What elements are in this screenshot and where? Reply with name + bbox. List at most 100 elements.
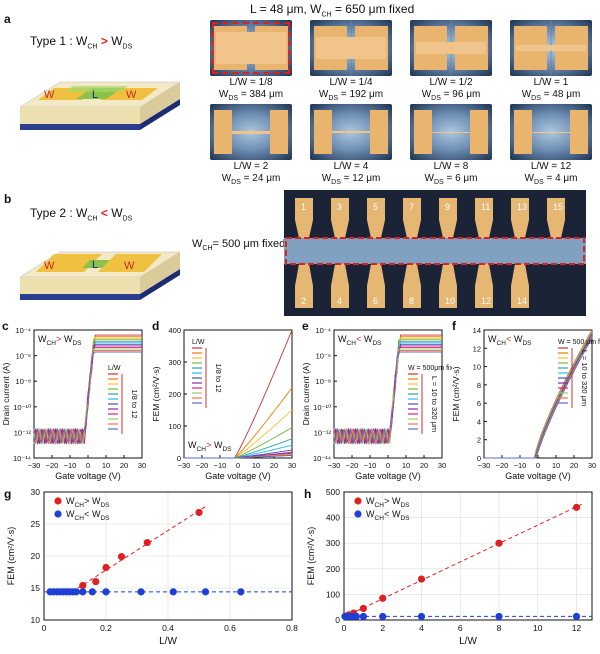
y-tick-label: 200 (168, 390, 181, 399)
data-point (137, 588, 145, 596)
x-tick-label: 12 (572, 623, 582, 633)
micrograph-caption: L/W = 1/2 WDS = 96 μm (396, 77, 506, 105)
x-tick-label: 30 (588, 461, 596, 470)
data-point (495, 612, 503, 621)
wds-prefix: W (318, 89, 329, 100)
wds-text: WDS = 48 μm (496, 89, 600, 105)
channel-strip (416, 131, 486, 133)
condition-part: DS (372, 340, 382, 347)
transfer-curve (333, 334, 442, 445)
channel-dashed-box (285, 237, 585, 265)
electrode-number-top: 7 (409, 202, 414, 212)
y-tick-label: 400 (168, 326, 181, 335)
x-tick-label: 0 (386, 461, 390, 470)
type2-sub-ds: DS (122, 215, 133, 223)
y-tick-label: 20 (31, 551, 41, 561)
legend-part: W (366, 496, 375, 506)
y-tick-label: 30 (31, 487, 41, 497)
x-tick-label: 2 (380, 623, 385, 633)
y-tick-label: 0 (335, 615, 340, 625)
y-tick-label: 10 (31, 615, 41, 625)
y-axis-label: Drain current (A) (301, 362, 311, 425)
transfer-curve (484, 334, 593, 459)
type2-sub-ch: CH (87, 215, 98, 223)
condition-part: W (338, 334, 347, 344)
legend-part: W (392, 496, 401, 506)
data-point (417, 612, 426, 621)
fit-line (77, 505, 207, 589)
micrograph-caption: L/W = 8 WDS = 6 μm (396, 161, 506, 189)
legend-part: > (384, 496, 392, 506)
electrode-number-bottom: 8 (409, 296, 414, 306)
y-tick-label: 300 (326, 538, 340, 548)
legend-part: CH (75, 502, 85, 509)
type2-text: Type 2 : W (30, 206, 88, 220)
condition-part: W (188, 440, 197, 450)
transfer-curve (33, 346, 142, 446)
data-point (572, 503, 581, 511)
type1-device-illustration: W W L (19, 81, 181, 130)
condition-part: CH (347, 340, 357, 347)
condition-part: W (364, 334, 373, 344)
type1-sub-ch: CH (87, 43, 98, 51)
data-point (572, 612, 581, 621)
y-tick-label: 10 (473, 363, 481, 372)
x-tick-label: 20 (420, 461, 428, 470)
x-tick-label: 10 (552, 461, 560, 470)
micrograph-image (310, 20, 392, 76)
channel-strip (216, 32, 286, 64)
condition-part: CH (497, 340, 507, 347)
wds-value: = 192 μm (338, 89, 384, 100)
transfer-curve (333, 346, 442, 446)
x-tick-label: −10 (64, 461, 77, 470)
device2-wds-text: W (124, 260, 135, 272)
x-tick-label: 10 (102, 461, 110, 470)
type2-w: W (111, 206, 123, 220)
wds-value: = 384 μm (238, 89, 284, 100)
electrode-number-top: 9 (445, 202, 450, 212)
x-axis-label: Gate voltage (V) (355, 471, 421, 481)
top-electrode (439, 198, 457, 238)
micrograph-caption: L/W = 12 WDS = 4 μm (496, 161, 600, 189)
device-l-text: L (92, 89, 98, 101)
panel-label-h: h (304, 487, 311, 501)
electrode-number-top: 3 (337, 202, 342, 212)
y-tick-label: 6 (477, 399, 481, 408)
y-tick-label: 15 (31, 583, 41, 593)
x-tick-label: 0 (236, 461, 240, 470)
y-axis-label: FEM (cm²/V·s) (451, 366, 461, 421)
micrograph-image (210, 20, 292, 76)
y-tick-label: 400 (326, 513, 340, 523)
y-axis-label: FEM (cm²/V·s) (6, 527, 16, 586)
plot-frame (483, 329, 593, 459)
legend-part: W (392, 509, 401, 519)
micrograph-caption: L/W = 1/8 WDS = 384 μm (196, 77, 306, 105)
data-point (379, 594, 387, 602)
x-tick-label: 20 (120, 461, 128, 470)
y-axis-label: FEM (cm²/V·s) (306, 527, 316, 586)
wds-sub: DS (531, 95, 541, 102)
x-tick-label: 10 (252, 461, 260, 470)
data-point (169, 588, 177, 596)
data-point (102, 563, 110, 572)
legend-label: WCH < WDS (366, 509, 410, 522)
wds-text: WDS = 12 μm (296, 173, 406, 189)
lw-ratio-text: L/W = 8 (433, 161, 469, 172)
legend-label: WCH > WDS (366, 496, 410, 509)
transfer-curve (184, 454, 293, 459)
y-tick-label: 10⁻⁸ (16, 377, 31, 386)
y-tick-label: 0 (477, 454, 481, 463)
channel-band (284, 238, 586, 264)
type1-text: Type 1 : W (30, 34, 88, 48)
y-axis-label: Drain current (A) (1, 362, 11, 425)
data-point (102, 588, 110, 596)
x-tick-label: 0.2 (100, 623, 112, 633)
drain-pad (470, 110, 488, 154)
drain-pad (570, 110, 588, 154)
y-axis-label: FEM (cm²/V·s) (151, 366, 161, 421)
top-electrode (511, 198, 529, 238)
top-electrode (475, 198, 493, 238)
data-point (92, 578, 100, 586)
